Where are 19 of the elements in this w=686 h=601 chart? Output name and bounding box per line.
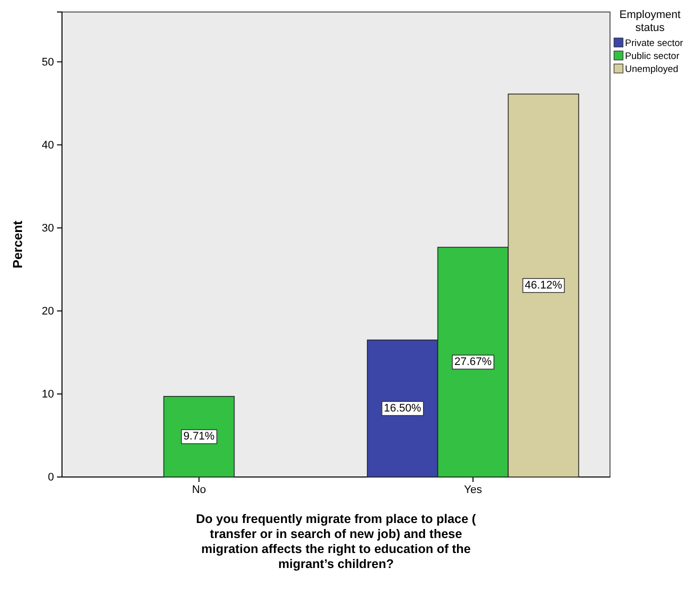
y-tick-label: 30 xyxy=(42,222,54,234)
y-tick-label: 0 xyxy=(48,472,54,484)
data-label: 27.67% xyxy=(454,356,492,368)
x-tick-label: Yes xyxy=(464,484,482,496)
y-tick-label: 20 xyxy=(42,305,54,318)
data-label: 46.12% xyxy=(524,280,562,292)
data-label: 9.71% xyxy=(183,430,215,443)
y-axis-title: Percent xyxy=(10,220,25,268)
legend-label: Unemployed xyxy=(625,64,678,75)
legend-label: Public sector xyxy=(625,51,680,62)
legend-title: Employment status xyxy=(619,9,681,34)
bar xyxy=(163,396,235,478)
y-tick-label: 40 xyxy=(42,139,54,152)
data-label: 16.50% xyxy=(384,402,422,414)
y-tick-label: 10 xyxy=(42,388,54,400)
legend-label: Private sector xyxy=(625,38,684,49)
x-tick-label: No xyxy=(192,484,206,496)
x-axis-title: Do you frequently migrate from place to place ( transfer or in search of new job) and these migration affects the right to education of the migrant’s children? xyxy=(196,512,477,571)
y-tick-label: 50 xyxy=(42,56,54,68)
